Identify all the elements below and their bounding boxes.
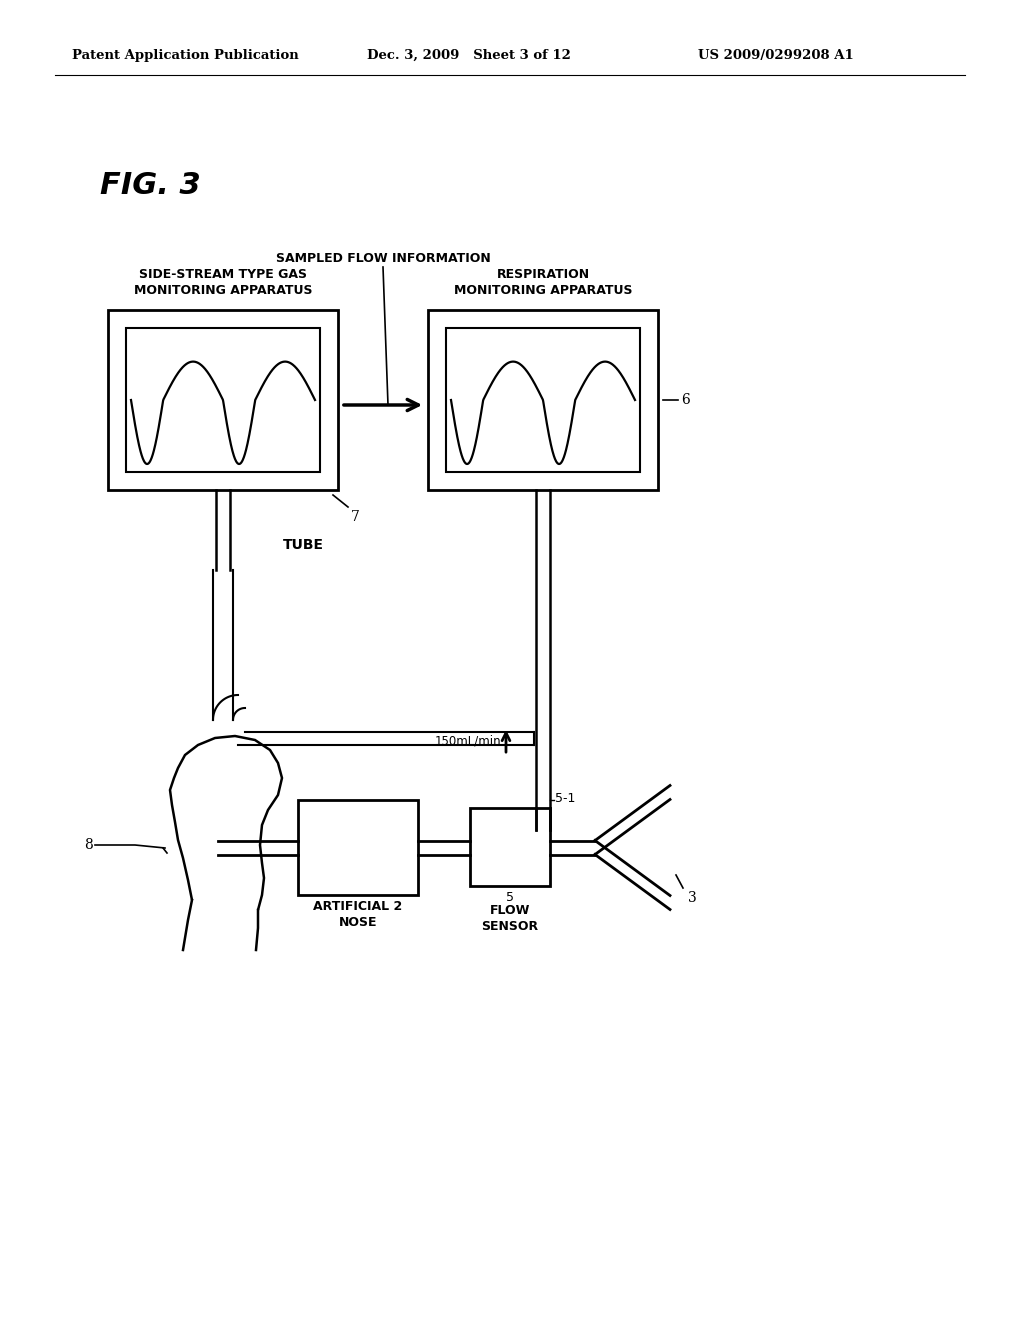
Text: US 2009/0299208 A1: US 2009/0299208 A1: [698, 49, 854, 62]
Text: 6: 6: [681, 393, 690, 407]
Text: 150mL/min: 150mL/min: [434, 734, 501, 747]
Text: Patent Application Publication: Patent Application Publication: [72, 49, 299, 62]
Bar: [298, 800, 418, 895]
Text: ARTIFICIAL 2
NOSE: ARTIFICIAL 2 NOSE: [313, 900, 402, 929]
Text: 5-1: 5-1: [555, 792, 575, 805]
Text: RESPIRATION
MONITORING APPARATUS: RESPIRATION MONITORING APPARATUS: [454, 268, 632, 297]
Bar: [428, 310, 658, 490]
Text: SIDE-STREAM TYPE GAS
MONITORING APPARATUS: SIDE-STREAM TYPE GAS MONITORING APPARATU…: [134, 268, 312, 297]
Text: 7: 7: [351, 510, 359, 524]
Text: TUBE: TUBE: [283, 539, 324, 552]
Text: SAMPLED FLOW INFORMATION: SAMPLED FLOW INFORMATION: [275, 252, 490, 264]
Text: FIG. 3: FIG. 3: [100, 170, 201, 199]
Text: 8: 8: [84, 838, 93, 851]
Bar: [126, 327, 319, 473]
Bar: [446, 327, 640, 473]
Text: Dec. 3, 2009   Sheet 3 of 12: Dec. 3, 2009 Sheet 3 of 12: [367, 49, 570, 62]
Text: FLOW
SENSOR: FLOW SENSOR: [481, 904, 539, 933]
Bar: [470, 808, 550, 886]
Bar: [108, 310, 338, 490]
Text: 3: 3: [688, 891, 696, 906]
Text: 5: 5: [506, 891, 514, 904]
